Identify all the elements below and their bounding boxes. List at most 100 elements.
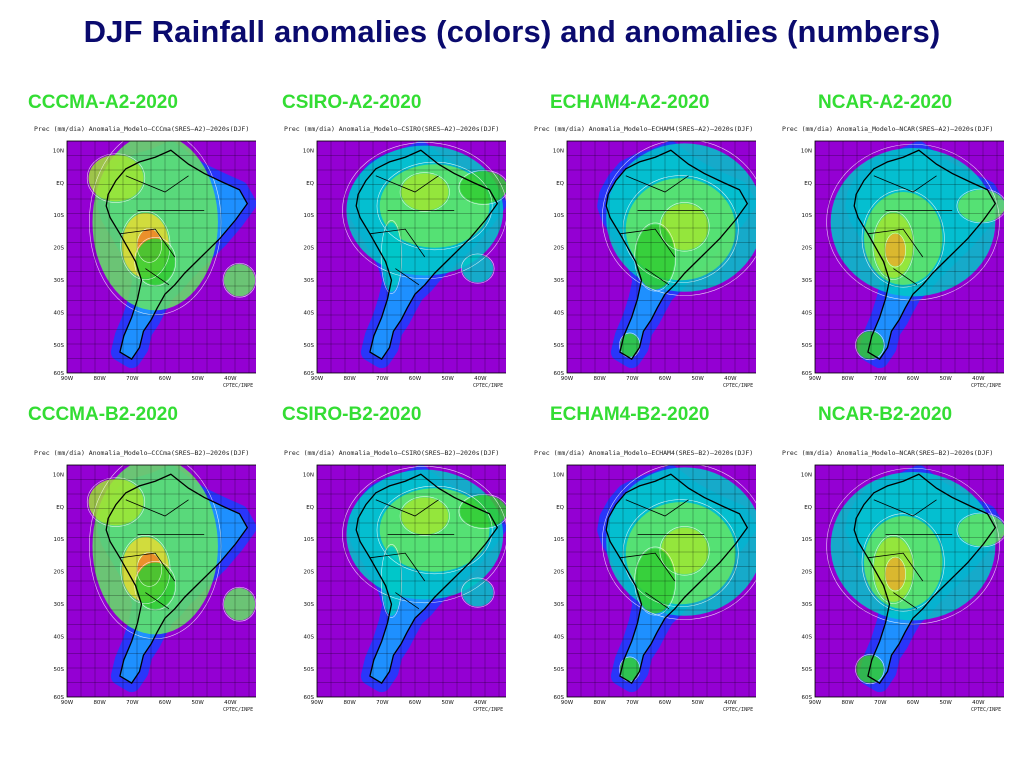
- contour-line: [222, 262, 256, 298]
- lat-label: 40S: [554, 635, 565, 641]
- lon-label: 50W: [939, 700, 952, 706]
- anomaly-region: [223, 587, 256, 621]
- contour-line: [342, 466, 506, 604]
- map-panel: Prec (mm/dia) Anomalia_Modelo—ECHAM4(SRE…: [528, 449, 756, 721]
- lat-label: 10N: [303, 472, 314, 478]
- panel-label: ECHAM4-A2-2020: [550, 92, 710, 113]
- anomaly-region: [661, 527, 709, 575]
- map-header: Prec (mm/dia) Anomalia_Modelo—CCCma(SRES…: [34, 125, 250, 133]
- map-frame: [566, 140, 756, 374]
- coastline: [605, 473, 749, 684]
- lon-label: 80W: [343, 376, 356, 382]
- lon-label: 70W: [626, 700, 639, 706]
- lat-label: 30S: [554, 278, 565, 284]
- coastline: [355, 473, 499, 684]
- country-border: [395, 592, 420, 610]
- lon-label: 70W: [126, 376, 139, 382]
- contour-line: [399, 172, 450, 212]
- country-border: [125, 499, 189, 517]
- country-border: [625, 499, 689, 517]
- lon-label: 90W: [561, 700, 574, 706]
- lat-label: 30S: [304, 602, 315, 608]
- map-frame: [66, 464, 256, 698]
- anomaly-region: [885, 557, 906, 591]
- lat-label: 40S: [54, 635, 65, 641]
- lat-label: 50S: [304, 343, 315, 349]
- map-header: Prec (mm/dia) Anomalia_Modelo—CSIRO(SRES…: [284, 125, 500, 133]
- country-border: [119, 552, 176, 582]
- contour-line: [222, 586, 256, 622]
- lon-label: 80W: [593, 376, 606, 382]
- country-border: [867, 552, 924, 582]
- lat-label: 30S: [54, 602, 65, 608]
- lat-label: 10N: [801, 148, 812, 154]
- lat-label: 20S: [802, 246, 813, 252]
- lon-label: 90W: [311, 700, 324, 706]
- contour-line: [376, 485, 493, 575]
- lat-label: 40S: [304, 635, 315, 641]
- panel-label: NCAR-A2-2020: [818, 92, 953, 113]
- panel-label: CCCMA-A2-2020: [28, 92, 178, 113]
- panel-label: CSIRO-A2-2020: [282, 92, 422, 113]
- lon-label: 90W: [809, 700, 822, 706]
- country-border: [619, 228, 676, 258]
- anomaly-region: [661, 203, 709, 251]
- country-border: [645, 268, 670, 286]
- lat-label: 10N: [53, 472, 64, 478]
- lon-label: 40W: [724, 376, 737, 382]
- lat-label: 20S: [54, 246, 65, 252]
- map-frame: [814, 140, 1004, 374]
- contour-line: [376, 161, 493, 251]
- lon-label: 40W: [972, 700, 985, 706]
- lon-label: 50W: [441, 376, 454, 382]
- coastline: [605, 149, 749, 360]
- lat-label: 60S: [554, 695, 565, 701]
- lon-label: 40W: [972, 376, 985, 382]
- contour-line: [602, 141, 756, 296]
- contour-line: [460, 253, 495, 284]
- lat-label: EQ: [306, 505, 314, 511]
- lat-label: 30S: [54, 278, 65, 284]
- lon-label: 40W: [224, 376, 237, 382]
- country-border: [645, 592, 670, 610]
- lat-label: 50S: [554, 343, 565, 349]
- lat-label: 20S: [802, 570, 813, 576]
- lon-label: 40W: [224, 700, 237, 706]
- anomaly-region: [619, 333, 640, 357]
- country-border: [125, 175, 189, 193]
- contour-line: [861, 189, 945, 288]
- lat-label: 20S: [554, 246, 565, 252]
- map-panel: Prec (mm/dia) Anomalia_Modelo—NCAR(SRES—…: [776, 125, 1004, 397]
- anomaly-region: [401, 497, 449, 535]
- anomaly-region: [135, 562, 175, 609]
- anomaly-region: [885, 233, 906, 267]
- country-border: [395, 268, 420, 286]
- lat-label: 60S: [54, 695, 65, 701]
- map-credit: CPTEC/INPE: [971, 707, 1002, 713]
- lat-label: 10S: [304, 537, 315, 543]
- lat-label: 40S: [304, 311, 315, 317]
- contour-line: [861, 513, 945, 612]
- panel-label: CSIRO-B2-2020: [282, 404, 422, 425]
- lat-label: EQ: [306, 181, 314, 187]
- lat-label: 10S: [802, 537, 813, 543]
- lat-label: EQ: [804, 181, 812, 187]
- lon-label: 40W: [474, 376, 487, 382]
- lat-label: EQ: [804, 505, 812, 511]
- contour-line: [872, 210, 915, 280]
- lon-label: 60W: [409, 700, 422, 706]
- country-border: [369, 552, 426, 582]
- contour-line: [872, 534, 915, 604]
- contour-line: [342, 142, 506, 280]
- country-border: [873, 499, 937, 517]
- anomaly-region: [401, 173, 449, 211]
- map-header: Prec (mm/dia) Anomalia_Modelo—NCAR(SRES—…: [782, 125, 994, 133]
- lon-label: 90W: [311, 376, 324, 382]
- lat-label: 20S: [54, 570, 65, 576]
- lon-label: 50W: [939, 376, 952, 382]
- lat-label: 30S: [304, 278, 315, 284]
- lon-label: 70W: [126, 700, 139, 706]
